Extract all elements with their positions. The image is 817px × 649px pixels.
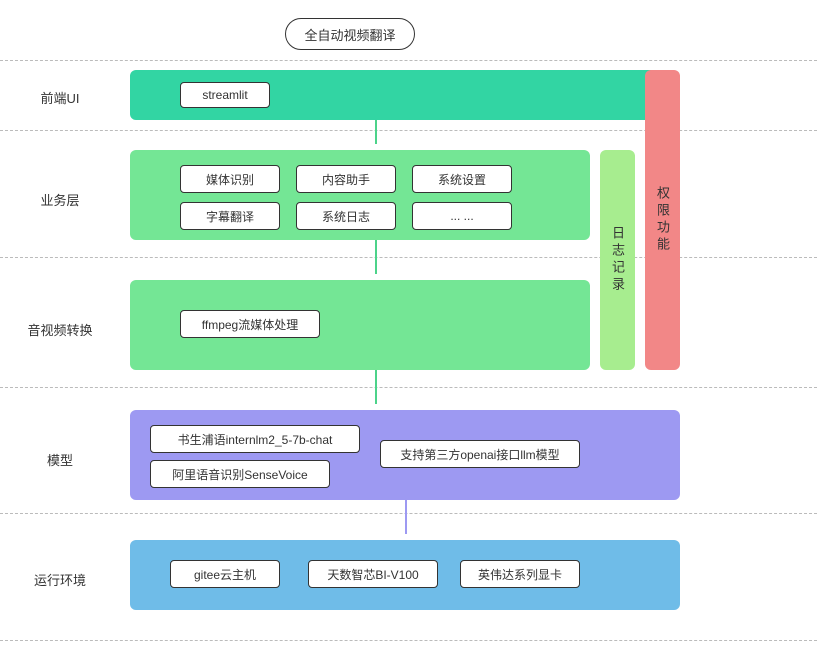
separator [0, 513, 817, 514]
model-c: 支持第三方openai接口llm模型 [380, 440, 580, 468]
model-b: 阿里语音识别SenseVoice [150, 460, 330, 488]
biz-d: 字幕翻译 [180, 202, 280, 230]
arrow-line-0 [375, 120, 377, 144]
row-label-r1: 前端UI [0, 88, 120, 107]
frontend-item: streamlit [180, 82, 270, 108]
row-label-r5: 运行环境 [0, 570, 120, 589]
media-item: ffmpeg流媒体处理 [180, 310, 320, 338]
title-node: 全自动视频翻译 [285, 18, 415, 50]
row-label-r3: 音视频转换 [0, 320, 120, 339]
row-label-r2: 业务层 [0, 190, 120, 209]
separator [0, 130, 817, 131]
runtime-c: 英伟达系列显卡 [460, 560, 580, 588]
arrow-line-2 [375, 370, 377, 404]
biz-f: ... ... [412, 202, 512, 230]
model-a: 书生浦语internlm2_5-7b-chat [150, 425, 360, 453]
auth-box: 权限功能 [645, 70, 680, 370]
arrow-line-1 [375, 240, 377, 274]
runtime-b: 天数智芯BI-V100 [308, 560, 438, 588]
biz-c: 系统设置 [412, 165, 512, 193]
biz-e: 系统日志 [296, 202, 396, 230]
biz-b: 内容助手 [296, 165, 396, 193]
separator [0, 257, 817, 258]
separator [0, 387, 817, 388]
separator [0, 60, 817, 61]
runtime-a: gitee云主机 [170, 560, 280, 588]
row-label-r4: 模型 [0, 450, 120, 469]
separator [0, 640, 817, 641]
logging-box: 日志记录 [600, 150, 635, 370]
biz-a: 媒体识别 [180, 165, 280, 193]
arrow-line-3 [405, 500, 407, 534]
